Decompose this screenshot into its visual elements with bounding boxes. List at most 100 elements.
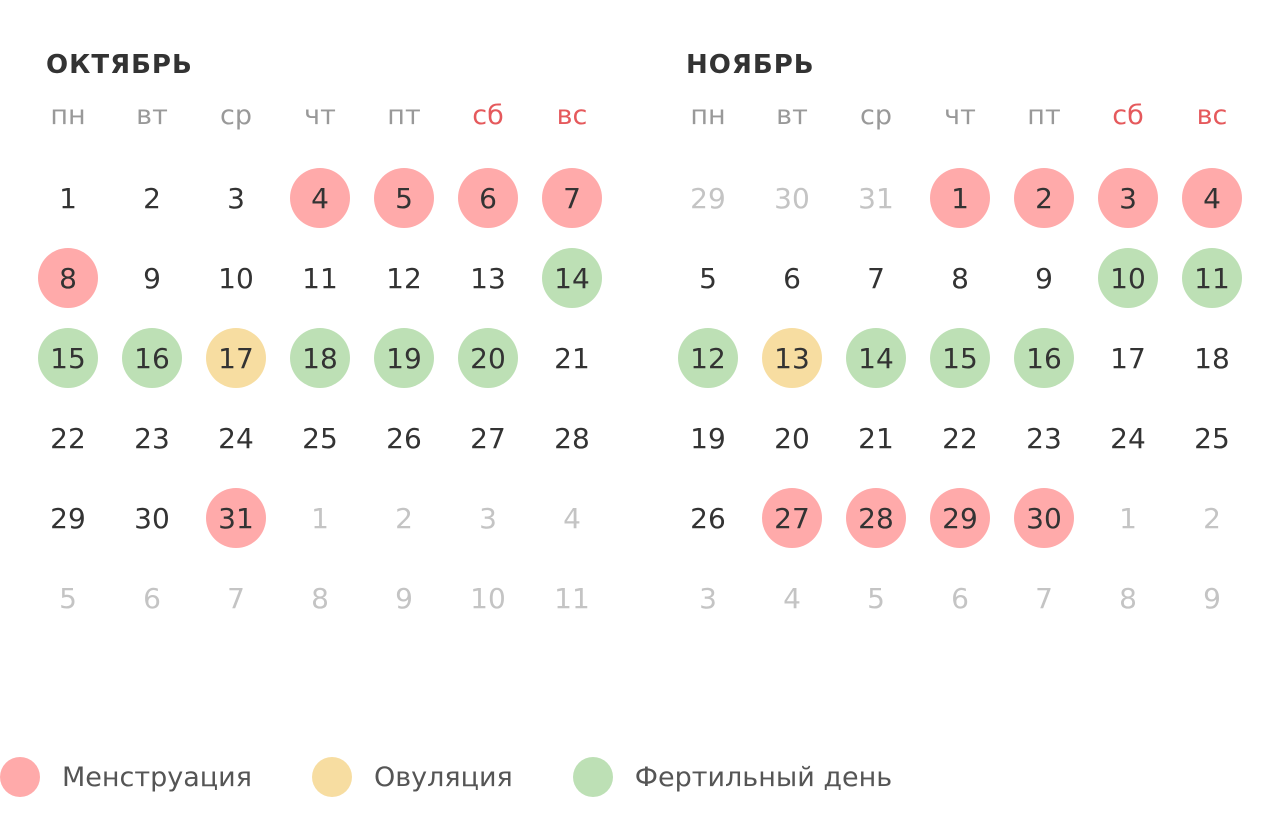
day-cell: 17 bbox=[1086, 318, 1170, 398]
day-number: 1 bbox=[59, 181, 77, 215]
day-cell: 23 bbox=[1002, 398, 1086, 478]
day-cell-menstruation: 8 bbox=[26, 238, 110, 318]
day-number: 24 bbox=[1110, 421, 1146, 455]
legend-item-fertile: Фертильный день bbox=[572, 757, 892, 797]
day-cell-ovulation: 17 bbox=[194, 318, 278, 398]
day-number: 30 bbox=[134, 501, 170, 535]
day-cell-other-month: 7 bbox=[194, 558, 278, 638]
weekday-label: пн bbox=[690, 100, 726, 131]
day-cell: 1 bbox=[26, 158, 110, 238]
day-number: 15 bbox=[38, 328, 98, 388]
month-title: НОЯБРЬ bbox=[686, 50, 815, 80]
day-number: 5 bbox=[699, 261, 717, 295]
day-cell: 20 bbox=[750, 398, 834, 478]
day-cell: 21 bbox=[834, 398, 918, 478]
day-number: 23 bbox=[134, 421, 170, 455]
day-number: 12 bbox=[678, 328, 738, 388]
day-number: 5 bbox=[59, 581, 77, 615]
day-cell-other-month: 30 bbox=[750, 158, 834, 238]
day-cell-other-month: 4 bbox=[750, 558, 834, 638]
day-number: 27 bbox=[470, 421, 506, 455]
day-cell-fertile: 15 bbox=[918, 318, 1002, 398]
day-number: 22 bbox=[942, 421, 978, 455]
day-number: 29 bbox=[50, 501, 86, 535]
day-number: 10 bbox=[1098, 248, 1158, 308]
day-number: 2 bbox=[1014, 168, 1074, 228]
day-number: 14 bbox=[542, 248, 602, 308]
day-number: 1 bbox=[930, 168, 990, 228]
day-cell: 18 bbox=[1170, 318, 1254, 398]
day-number: 20 bbox=[458, 328, 518, 388]
day-number: 4 bbox=[783, 581, 801, 615]
day-number: 8 bbox=[38, 248, 98, 308]
day-cell: 8 bbox=[918, 238, 1002, 318]
day-cell: 25 bbox=[278, 398, 362, 478]
day-number: 19 bbox=[690, 421, 726, 455]
day-number: 24 bbox=[218, 421, 254, 455]
day-cell-fertile: 14 bbox=[530, 238, 614, 318]
day-cell-menstruation: 5 bbox=[362, 158, 446, 238]
day-cell: 22 bbox=[26, 398, 110, 478]
day-number: 21 bbox=[554, 341, 590, 375]
day-number: 26 bbox=[690, 501, 726, 535]
day-cell-fertile: 10 bbox=[1086, 238, 1170, 318]
weekday-label: чт bbox=[304, 100, 336, 131]
weekday-label: чт bbox=[944, 100, 976, 131]
weekday-label: вс bbox=[556, 100, 588, 131]
day-cell-fertile: 11 bbox=[1170, 238, 1254, 318]
day-number: 13 bbox=[470, 261, 506, 295]
day-number: 11 bbox=[302, 261, 338, 295]
day-number: 11 bbox=[1182, 248, 1242, 308]
day-number: 30 bbox=[1014, 488, 1074, 548]
day-cell-other-month: 3 bbox=[666, 558, 750, 638]
day-number: 1 bbox=[311, 501, 329, 535]
day-number: 3 bbox=[227, 181, 245, 215]
day-number: 16 bbox=[1014, 328, 1074, 388]
day-number: 1 bbox=[1119, 501, 1137, 535]
day-number: 9 bbox=[143, 261, 161, 295]
day-cell-menstruation: 4 bbox=[278, 158, 362, 238]
weekday-label: пт bbox=[387, 100, 421, 131]
weekday-label: сб bbox=[472, 100, 504, 131]
day-cell-other-month: 31 bbox=[834, 158, 918, 238]
day-number: 3 bbox=[699, 581, 717, 615]
day-number: 29 bbox=[690, 181, 726, 215]
day-number: 8 bbox=[311, 581, 329, 615]
day-number: 4 bbox=[290, 168, 350, 228]
day-cell-fertile: 14 bbox=[834, 318, 918, 398]
day-cell-fertile: 16 bbox=[1002, 318, 1086, 398]
day-cell-other-month: 6 bbox=[918, 558, 1002, 638]
day-cell-other-month: 2 bbox=[362, 478, 446, 558]
day-cell-fertile: 16 bbox=[110, 318, 194, 398]
day-number: 17 bbox=[1110, 341, 1146, 375]
day-cell: 3 bbox=[194, 158, 278, 238]
day-number: 10 bbox=[218, 261, 254, 295]
day-number: 23 bbox=[1026, 421, 1062, 455]
day-number: 6 bbox=[458, 168, 518, 228]
day-number: 9 bbox=[395, 581, 413, 615]
day-number: 13 bbox=[762, 328, 822, 388]
day-cell: 9 bbox=[110, 238, 194, 318]
day-number: 22 bbox=[50, 421, 86, 455]
weekday-label: вт bbox=[136, 100, 168, 131]
day-cell: 19 bbox=[666, 398, 750, 478]
day-number: 25 bbox=[302, 421, 338, 455]
menstruation-swatch-icon bbox=[0, 757, 40, 797]
day-cell-menstruation: 28 bbox=[834, 478, 918, 558]
day-number: 5 bbox=[374, 168, 434, 228]
day-cell: 26 bbox=[666, 478, 750, 558]
day-cell: 24 bbox=[1086, 398, 1170, 478]
day-cell-other-month: 5 bbox=[834, 558, 918, 638]
day-cell-menstruation: 27 bbox=[750, 478, 834, 558]
day-cell-other-month: 3 bbox=[446, 478, 530, 558]
day-cell-other-month: 10 bbox=[446, 558, 530, 638]
day-number: 30 bbox=[774, 181, 810, 215]
day-cell-other-month: 8 bbox=[1086, 558, 1170, 638]
day-number: 8 bbox=[951, 261, 969, 295]
legend-label: Овуляция bbox=[373, 761, 513, 793]
day-number: 26 bbox=[386, 421, 422, 455]
fertile-swatch-icon bbox=[572, 757, 613, 797]
day-number: 5 bbox=[867, 581, 885, 615]
day-cell: 13 bbox=[446, 238, 530, 318]
day-number: 18 bbox=[290, 328, 350, 388]
